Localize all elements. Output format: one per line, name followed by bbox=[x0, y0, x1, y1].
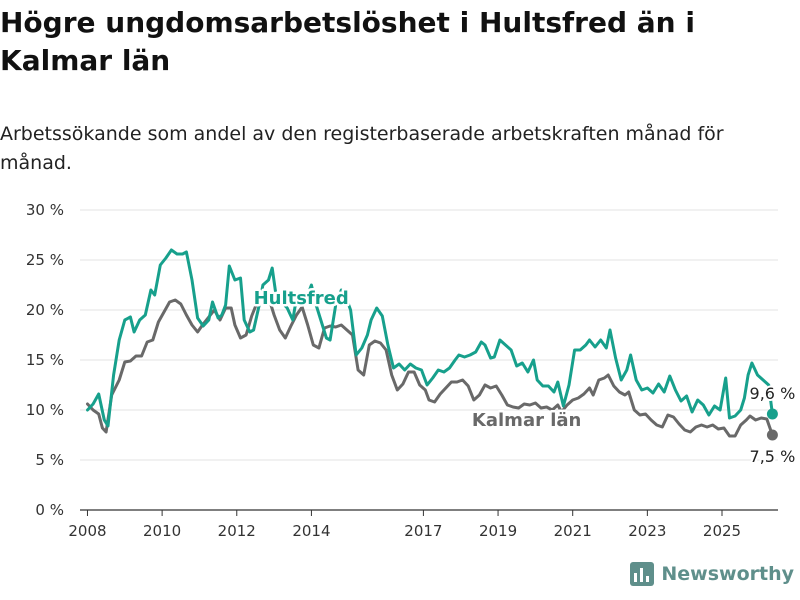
y-tick-label: 30 % bbox=[26, 201, 64, 219]
x-tick-label: 2010 bbox=[143, 522, 181, 540]
series-line-kalmar-lan bbox=[86, 290, 774, 438]
series-label-kalmar-lan-halo: Kalmar län bbox=[472, 410, 581, 431]
end-point-kalmar-lan bbox=[766, 429, 778, 441]
x-tick-label: 2008 bbox=[68, 522, 106, 540]
bar-chart-icon bbox=[630, 562, 655, 586]
x-tick-label: 2021 bbox=[554, 522, 592, 540]
series-line-hultsfred bbox=[86, 248, 774, 428]
y-tick-label: 10 % bbox=[26, 401, 64, 419]
end-label-kalmar-lan: 7,5 % bbox=[750, 447, 796, 466]
end-label-kalmar-lan-halo: 7,5 % bbox=[750, 447, 796, 466]
x-tick-label: 2012 bbox=[218, 522, 256, 540]
gridlines bbox=[80, 209, 778, 511]
x-tick-label: 2023 bbox=[628, 522, 666, 540]
x-tick-label: 2025 bbox=[703, 522, 741, 540]
newsworthy-logo: Newsworthy bbox=[630, 562, 794, 586]
series-lines bbox=[86, 248, 778, 441]
x-tick-label: 2014 bbox=[292, 522, 330, 540]
y-tick-label: 25 % bbox=[26, 251, 64, 269]
x-tick-label: 2017 bbox=[404, 522, 442, 540]
brand-name: Newsworthy bbox=[661, 563, 794, 585]
y-tick-label: 15 % bbox=[26, 351, 64, 369]
y-tick-label: 0 % bbox=[35, 501, 64, 519]
series-label-hultsfred-halo: Hultsfred bbox=[254, 288, 349, 309]
end-point-hultsfred bbox=[766, 408, 778, 420]
y-tick-label: 5 % bbox=[35, 451, 64, 469]
x-axis: 2008 2010 2012 2014 2017 2019 2021 2023 2025 bbox=[68, 510, 741, 540]
end-label-hultsfred: 9,6 % bbox=[750, 384, 796, 403]
y-axis: 0 % 5 % 10 % 15 % 20 % 25 % 30 % bbox=[26, 201, 64, 519]
series-label-hultsfred: Hultsfred bbox=[254, 288, 349, 309]
x-tick-label: 2019 bbox=[479, 522, 517, 540]
chart-title: Högre ungdomsarbetslöshet i Hultsfred än… bbox=[0, 6, 695, 77]
y-tick-label: 20 % bbox=[26, 301, 64, 319]
chart-subtitle: Arbetssökande som andel av den registerb… bbox=[0, 123, 724, 174]
end-label-hultsfred-halo: 9,6 % bbox=[750, 384, 796, 403]
series-label-kalmar-lan: Kalmar län bbox=[472, 410, 581, 431]
